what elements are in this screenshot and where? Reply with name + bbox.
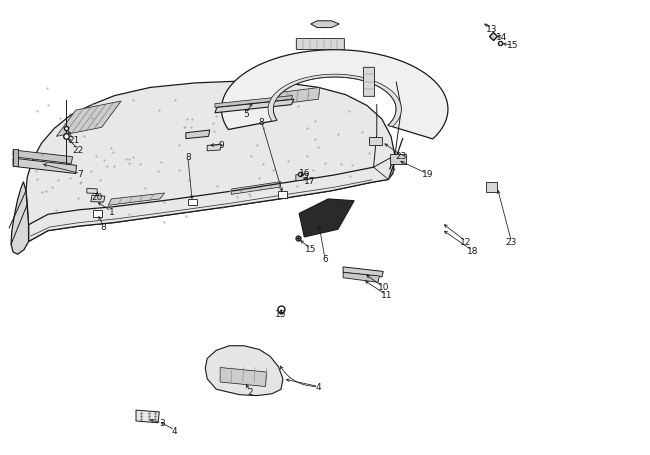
Text: 12: 12 [460, 238, 472, 247]
Text: 5: 5 [243, 110, 249, 119]
Polygon shape [26, 82, 395, 242]
Text: 9: 9 [218, 141, 224, 150]
Bar [93, 211, 101, 217]
Polygon shape [231, 182, 281, 195]
Polygon shape [24, 168, 390, 242]
Polygon shape [268, 75, 401, 127]
Text: 2: 2 [248, 387, 254, 396]
Text: 22: 22 [72, 145, 83, 154]
Text: 16: 16 [298, 169, 310, 178]
Polygon shape [13, 150, 18, 167]
Text: 20: 20 [92, 192, 103, 201]
Polygon shape [11, 182, 29, 255]
Polygon shape [296, 174, 308, 182]
Text: 6: 6 [322, 255, 328, 263]
Text: 8: 8 [259, 118, 265, 127]
Polygon shape [220, 368, 266, 387]
Text: 11: 11 [381, 291, 392, 300]
Polygon shape [215, 96, 292, 108]
Text: 14: 14 [496, 33, 508, 42]
Bar [369, 138, 382, 146]
Polygon shape [299, 199, 354, 238]
Polygon shape [91, 196, 105, 202]
Polygon shape [186, 131, 210, 139]
Text: 15: 15 [507, 41, 519, 50]
Polygon shape [87, 189, 98, 194]
Polygon shape [343, 273, 380, 283]
Text: 23: 23 [506, 238, 517, 247]
Polygon shape [205, 346, 283, 396]
Bar [278, 192, 287, 198]
Text: 13: 13 [486, 25, 498, 34]
Text: 23: 23 [396, 152, 407, 161]
Bar [188, 199, 197, 206]
Text: 8: 8 [185, 153, 190, 162]
Polygon shape [363, 68, 374, 96]
Text: 10: 10 [378, 283, 389, 292]
Text: 21: 21 [68, 136, 79, 145]
Polygon shape [343, 267, 383, 277]
Polygon shape [207, 145, 222, 152]
Text: 19: 19 [421, 170, 433, 179]
Polygon shape [231, 88, 320, 111]
Polygon shape [136, 410, 159, 423]
Polygon shape [13, 151, 73, 164]
Text: 3: 3 [159, 419, 164, 427]
Polygon shape [215, 100, 294, 114]
Text: 4: 4 [316, 382, 321, 391]
Text: 17: 17 [304, 177, 315, 186]
Text: 15: 15 [305, 245, 317, 254]
Polygon shape [311, 22, 339, 29]
Polygon shape [222, 51, 448, 140]
Text: 15: 15 [275, 309, 287, 318]
Text: 1: 1 [109, 207, 114, 216]
Text: 7: 7 [77, 170, 83, 179]
Polygon shape [296, 39, 344, 50]
Bar [486, 182, 497, 192]
Text: 4: 4 [172, 425, 177, 435]
FancyArrowPatch shape [280, 366, 316, 387]
Bar [390, 155, 406, 165]
Polygon shape [108, 193, 164, 206]
Polygon shape [13, 159, 77, 174]
Text: 18: 18 [467, 247, 478, 256]
Polygon shape [57, 102, 121, 137]
Text: 8: 8 [101, 222, 107, 231]
